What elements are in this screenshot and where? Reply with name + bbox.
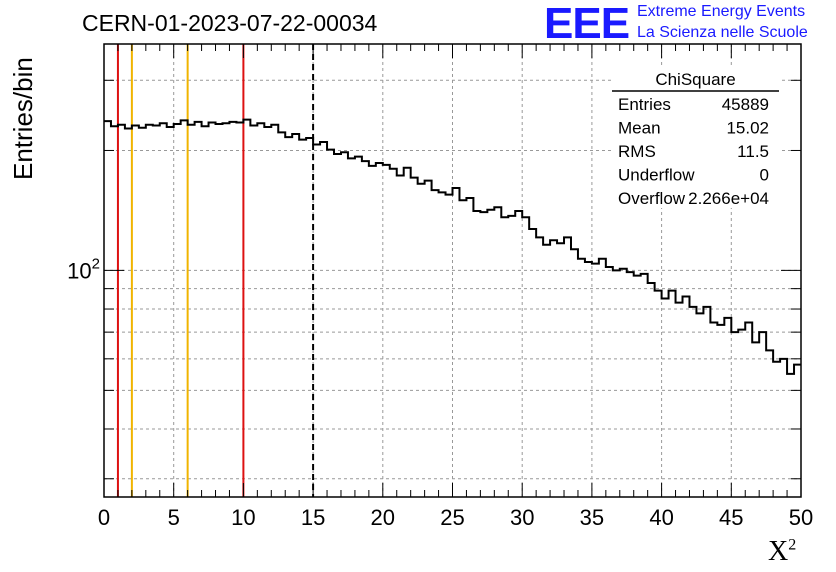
chart-title: CERN-01-2023-07-22-00034 — [82, 10, 378, 36]
x-axis-label-superscript: 2 — [788, 536, 797, 554]
x-tick-label: 15 — [301, 505, 325, 530]
stats-label-rms: RMS — [618, 142, 656, 161]
x-tick-label: 40 — [649, 505, 673, 530]
x-tick-label: 45 — [719, 505, 743, 530]
x-tick-label: 25 — [440, 505, 464, 530]
x-tick-label: 0 — [98, 505, 110, 530]
histogram-series — [104, 118, 801, 375]
stats-value-entries: 45889 — [722, 95, 769, 114]
stats-value-mean: 15.02 — [726, 119, 769, 138]
stats-title: ChiSquare — [655, 70, 735, 89]
x-tick-label: 50 — [789, 505, 813, 530]
logo-line-2: La Scienza nelle Scuole — [637, 24, 808, 41]
stats-label-mean: Mean — [618, 119, 661, 138]
y-axis-label: Entries/bin — [8, 57, 38, 180]
stats-value-overflow: 2.266e+04 — [688, 189, 769, 208]
stats-label-entries: Entries — [618, 95, 671, 114]
x-tick-label: 10 — [231, 505, 255, 530]
y-tick-label: 102 — [67, 255, 100, 283]
x-tick-label: 20 — [371, 505, 395, 530]
logo-line-1: Extreme Energy Events — [637, 3, 806, 20]
x-tick-label: 30 — [510, 505, 534, 530]
x-tick-label: 5 — [168, 505, 180, 530]
eee-logo: EEE — [544, 0, 630, 48]
stats-value-rms: 11.5 — [737, 142, 769, 161]
x-tick-label: 35 — [580, 505, 604, 530]
stats-value-underflow: 0 — [760, 166, 769, 185]
x-axis-label: X2 — [768, 536, 796, 568]
stats-label-underflow: Underflow — [618, 166, 695, 185]
x-axis-label-symbol: X — [768, 536, 789, 567]
stats-label-overflow: Overflow — [618, 189, 686, 208]
stats-box-bg — [612, 68, 779, 208]
